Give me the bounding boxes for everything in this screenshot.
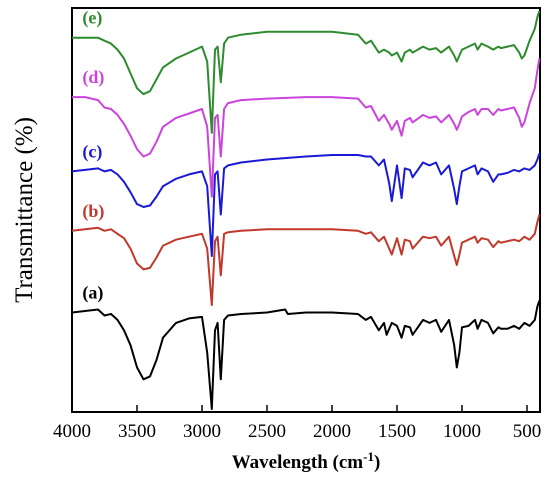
series-line-3 — [72, 58, 541, 198]
series-line-0 — [71, 300, 541, 410]
x-axis-ticks: 4000 3500 3000 2500 2000 1500 1000 500 — [53, 405, 541, 442]
series-label-1: (b) — [82, 201, 104, 222]
series-line-4 — [72, 10, 541, 134]
series-label-4: (e) — [82, 8, 102, 29]
x-axis-title: Wavelength (cm-1) — [232, 449, 381, 474]
x-tick-label-500: 500 — [513, 421, 542, 442]
x-tick-label-1000: 1000 — [443, 421, 481, 442]
x-tick-label-4000: 4000 — [53, 421, 91, 442]
x-tick-label-3000: 3000 — [183, 421, 221, 442]
series-labels: (a) (b) (c) (d) (e) — [82, 8, 104, 304]
y-axis-title: Transmittance (%) — [11, 117, 38, 303]
series-label-0: (a) — [82, 282, 103, 303]
series-label-3: (d) — [82, 67, 104, 88]
plot-frame — [71, 7, 541, 413]
x-tick-label-2500: 2500 — [248, 421, 286, 442]
x-tick-label-1500: 1500 — [378, 421, 416, 442]
series-label-2: (c) — [82, 141, 102, 162]
x-tick-label-2000: 2000 — [313, 421, 351, 442]
x-tick-label-3500: 3500 — [118, 421, 156, 442]
series-line-1 — [71, 214, 541, 307]
series-group — [71, 10, 541, 410]
series-line-2 — [71, 153, 541, 257]
